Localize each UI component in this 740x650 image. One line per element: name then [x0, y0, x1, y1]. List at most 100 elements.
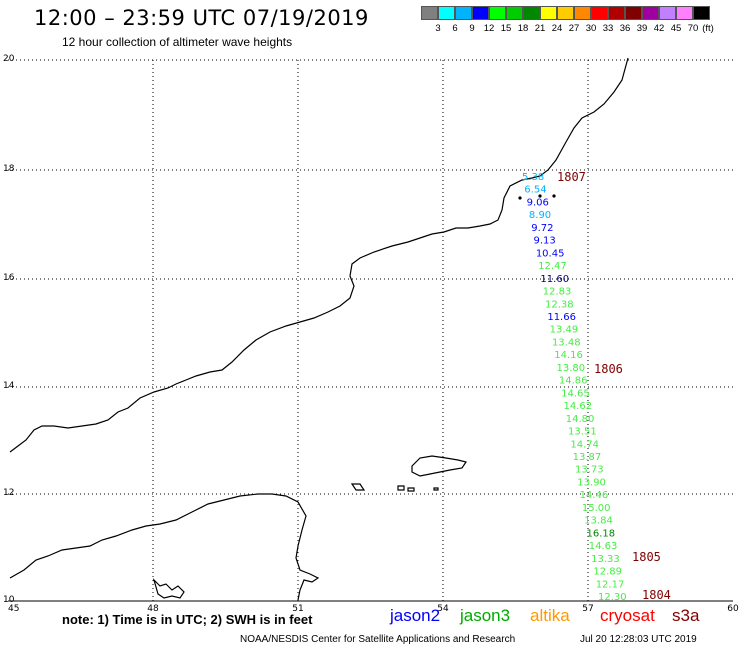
pass-time-label: 1804	[642, 588, 671, 602]
wave-height-value: 6.54	[524, 185, 546, 196]
wave-height-value: 14.65	[561, 388, 590, 399]
wave-height-value: 13.73	[575, 465, 604, 476]
color-scale-label: 33	[602, 23, 614, 34]
island-small-3	[407, 487, 415, 492]
pass-time-labels: 1807 1806 1805 1804	[557, 170, 671, 602]
wave-height-value: 9.72	[531, 223, 553, 234]
color-scale-swatch	[591, 6, 608, 20]
wave-height-value: 12.30	[598, 592, 627, 603]
island-large	[411, 455, 467, 477]
wave-height-value: 14.74	[570, 439, 599, 450]
track-point	[552, 194, 556, 198]
latitude-tick-labels: 20 18 16 14 12 10	[3, 54, 15, 605]
wave-height-value: 9.06	[527, 197, 549, 208]
longitude-tick: 54	[437, 604, 449, 614]
color-scale-label: 70	[687, 23, 699, 34]
longitude-tick: 57	[582, 604, 593, 614]
color-scale-label: 21	[534, 23, 546, 34]
legend-s3a: s3a	[672, 606, 700, 625]
color-scale-swatch	[659, 6, 676, 20]
latitude-tick: 16	[3, 273, 15, 283]
wave-height-value: 12.17	[596, 579, 625, 590]
wave-height-value: 13.48	[552, 337, 581, 348]
wave-height-value: 13.33	[591, 554, 620, 565]
wave-height-value: 14.86	[559, 376, 588, 387]
legend-cryosat: cryosat	[600, 606, 655, 625]
latitude-tick: 18	[3, 164, 15, 174]
color-scale-swatch	[540, 6, 557, 20]
pass-time-label: 1806	[594, 362, 623, 376]
color-scale-swatch	[557, 6, 574, 20]
credit-text: NOAA/NESDIS Center for Satellite Applica…	[240, 634, 516, 645]
wave-height-value: 11.66	[547, 312, 576, 323]
wave-height-value: 13.80	[557, 363, 586, 374]
latitude-tick: 10	[3, 595, 15, 605]
wave-height-value: 13.87	[573, 452, 602, 463]
color-scale-swatch	[421, 6, 438, 20]
wave-height-value: 14.16	[554, 350, 583, 361]
wave-height-value: 16.18	[586, 528, 615, 539]
color-scale-label: 24	[551, 23, 563, 34]
color-scale-label: (ft)	[702, 23, 714, 34]
wave-height-value: 12.89	[593, 567, 622, 578]
color-scale-label: 39	[636, 23, 648, 34]
longitude-tick: 48	[147, 604, 159, 614]
color-scale-label: 27	[568, 23, 580, 34]
timestamp: Jul 20 12:28:03 UTC 2019	[580, 634, 697, 645]
wave-height-value: 5.38	[522, 172, 544, 183]
latitude-tick: 20	[3, 54, 15, 64]
color-scale-swatch	[625, 6, 642, 20]
color-scale-swatch	[438, 6, 455, 20]
color-scale-label: 18	[517, 23, 529, 34]
color-scale-label: 36	[619, 23, 631, 34]
wave-height-value: 8.90	[529, 210, 551, 221]
wave-height-value: 13.49	[550, 325, 579, 336]
footer-note: note: 1) Time is in UTC; 2) SWH is in fe…	[62, 612, 313, 627]
color-scale-swatch	[489, 6, 506, 20]
pass-time-label: 1805	[632, 550, 661, 564]
color-scale-label: 15	[500, 23, 512, 34]
wave-height-value: 11.60	[540, 274, 569, 285]
island-cluster	[152, 577, 185, 599]
coastline	[9, 57, 629, 601]
longitude-tick-labels: 45 48 51 54 57 60	[8, 604, 739, 614]
color-scale-label: 30	[585, 23, 597, 34]
wave-height-value: 12.47	[538, 261, 567, 272]
color-scale-swatch	[608, 6, 625, 20]
wave-height-value: 13.84	[584, 516, 613, 527]
color-scale-label: 42	[653, 23, 665, 34]
island-small-1	[350, 483, 366, 491]
island-small-2	[397, 485, 405, 491]
legend-jason3: jason3	[460, 606, 511, 625]
wave-height-value: 14.46	[580, 490, 609, 501]
wave-height-value: 14.62	[563, 401, 592, 412]
color-scale-labels: 3 6 9 12 15 18 21 24 27 30 33 36 39 42 45 70 (ft)	[421, 23, 731, 37]
wave-height-value: 14.63	[589, 541, 618, 552]
color-scale-swatch	[676, 6, 693, 20]
coastline-south	[9, 493, 320, 601]
wave-height-value: 13.51	[568, 427, 597, 438]
track-point	[538, 194, 542, 198]
latitude-tick: 14	[3, 381, 15, 391]
island-small-4	[433, 487, 439, 491]
color-scale-swatch	[523, 6, 540, 20]
color-scale-swatch	[472, 6, 489, 20]
color-scale-label: 6	[452, 23, 458, 34]
color-scale-swatches	[421, 6, 731, 20]
longitude-tick: 60	[727, 604, 739, 614]
wave-height-value: 14.80	[566, 414, 595, 425]
wave-height-value: 15.00	[582, 503, 611, 514]
color-scale-swatch	[642, 6, 659, 20]
longitude-tick: 51	[292, 604, 303, 614]
color-scale-swatch	[455, 6, 472, 20]
legend-jason2: jason2	[390, 606, 441, 625]
color-scale-label: 12	[483, 23, 495, 34]
coastline-mainland	[9, 57, 629, 453]
track-point	[518, 196, 522, 200]
color-scale-label: 45	[670, 23, 682, 34]
page-subtitle: 12 hour collection of altimeter wave hei…	[62, 35, 293, 49]
wave-height-value: 9.13	[534, 236, 556, 247]
longitude-tick: 45	[8, 604, 19, 614]
